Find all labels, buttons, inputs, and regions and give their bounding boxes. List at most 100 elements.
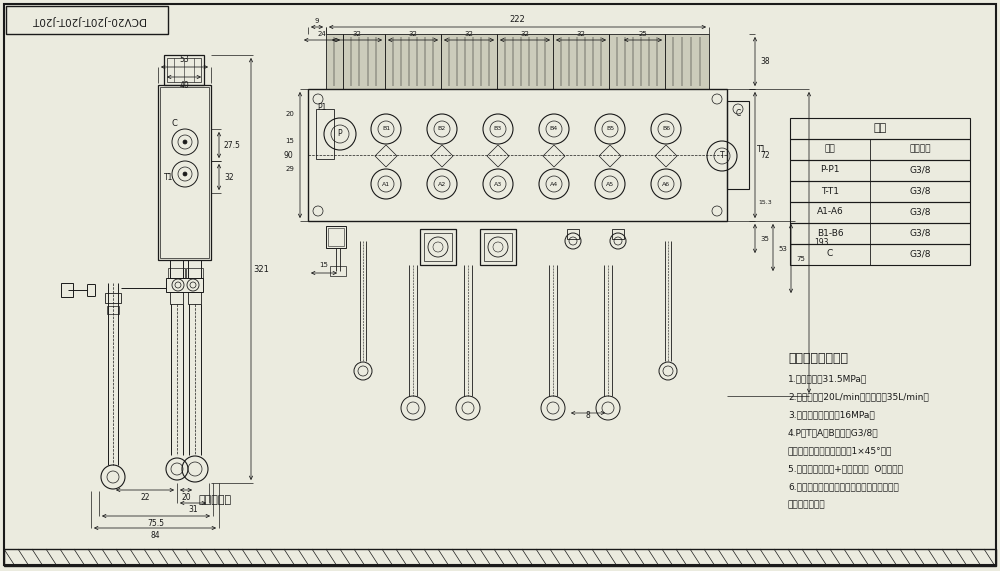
Text: P: P xyxy=(338,130,342,139)
Text: 液压原理图: 液压原理图 xyxy=(198,495,232,505)
Text: 321: 321 xyxy=(253,264,269,274)
Text: 20: 20 xyxy=(181,493,191,502)
Text: C: C xyxy=(171,119,177,127)
Text: B6: B6 xyxy=(662,127,670,131)
Text: C: C xyxy=(827,250,833,259)
Text: 75.5: 75.5 xyxy=(148,518,164,528)
Text: 阀体: 阀体 xyxy=(873,123,887,133)
Text: 32: 32 xyxy=(409,31,417,37)
Text: 技术要求及参数：: 技术要求及参数： xyxy=(788,352,848,365)
Text: G3/8: G3/8 xyxy=(909,250,931,259)
Bar xyxy=(164,55,204,85)
Text: 22: 22 xyxy=(140,493,150,502)
Text: 6.阀体表面磷化处理，安全阀及螺堵镀锌，支: 6.阀体表面磷化处理，安全阀及螺堵镀锌，支 xyxy=(788,482,899,491)
Text: 90: 90 xyxy=(283,151,293,159)
Text: 32: 32 xyxy=(521,31,529,37)
Bar xyxy=(790,181,970,202)
Text: B1: B1 xyxy=(382,127,390,131)
Text: 40: 40 xyxy=(179,81,189,90)
Text: 25: 25 xyxy=(639,31,647,37)
Bar xyxy=(790,139,970,160)
Bar xyxy=(424,233,452,261)
Text: G3/8: G3/8 xyxy=(909,187,931,195)
Bar xyxy=(385,34,441,89)
Text: G3/8: G3/8 xyxy=(909,166,931,175)
Text: 31: 31 xyxy=(188,505,198,514)
Text: 20: 20 xyxy=(286,111,294,117)
Text: B3: B3 xyxy=(494,127,502,131)
Bar xyxy=(612,229,624,239)
Text: 3.安装阀调定压力：16MPa；: 3.安装阀调定压力：16MPa； xyxy=(788,410,875,419)
Text: A2: A2 xyxy=(438,182,446,187)
Bar xyxy=(316,109,334,159)
Text: 72: 72 xyxy=(760,151,770,159)
Bar xyxy=(61,283,73,297)
Text: C: C xyxy=(735,108,741,118)
Text: G3/8: G3/8 xyxy=(909,228,931,238)
Bar xyxy=(4,549,996,566)
Text: P-P1: P-P1 xyxy=(820,166,840,175)
Text: G3/8: G3/8 xyxy=(909,207,931,216)
Bar xyxy=(107,306,119,314)
Text: T1: T1 xyxy=(757,146,766,155)
Text: 38: 38 xyxy=(760,57,770,66)
Text: 5.控制方式：手动+弹簧复位，  O型阀杆；: 5.控制方式：手动+弹簧复位， O型阀杆； xyxy=(788,464,903,473)
Text: 15.3: 15.3 xyxy=(758,200,772,206)
Text: T1: T1 xyxy=(164,172,173,182)
Circle shape xyxy=(183,172,187,176)
Bar xyxy=(186,268,203,278)
Bar xyxy=(790,223,970,244)
Bar xyxy=(484,233,512,261)
Text: 29: 29 xyxy=(286,166,294,172)
Bar xyxy=(553,34,609,89)
Text: 84: 84 xyxy=(150,530,160,540)
Bar xyxy=(790,118,970,139)
Text: B2: B2 xyxy=(438,127,446,131)
Bar xyxy=(188,292,201,304)
Text: 222: 222 xyxy=(510,15,525,25)
Bar xyxy=(441,34,497,89)
Text: 4.P、T、A、B口均为G3/8，: 4.P、T、A、B口均为G3/8， xyxy=(788,428,879,437)
Text: 35: 35 xyxy=(761,236,769,242)
Bar xyxy=(480,229,516,265)
Text: 53: 53 xyxy=(779,246,787,252)
Bar xyxy=(609,34,665,89)
Bar xyxy=(567,229,579,239)
Text: 8: 8 xyxy=(586,412,590,420)
Text: 32: 32 xyxy=(577,31,585,37)
Bar xyxy=(790,202,970,223)
Circle shape xyxy=(183,140,187,144)
Bar xyxy=(160,87,209,258)
Bar xyxy=(326,226,346,248)
Bar xyxy=(665,34,709,89)
Bar xyxy=(168,268,185,278)
Text: A3: A3 xyxy=(494,182,502,187)
Text: DCV20-J20T-J20T-J20T: DCV20-J20T-J20T-J20T xyxy=(31,15,145,25)
Bar xyxy=(790,244,970,265)
Bar xyxy=(343,34,385,89)
Text: 架后盖为铝本色: 架后盖为铝本色 xyxy=(788,500,826,509)
Bar xyxy=(330,266,346,276)
Text: 1.额定压力：31.5MPa；: 1.额定压力：31.5MPa； xyxy=(788,374,867,383)
Text: 32: 32 xyxy=(224,172,234,182)
Text: 螺纹规格: 螺纹规格 xyxy=(909,144,931,154)
Text: 接口: 接口 xyxy=(825,144,835,154)
Text: A1: A1 xyxy=(382,182,390,187)
Text: 2.额定流量：20L/min，最大流量35L/min；: 2.额定流量：20L/min，最大流量35L/min； xyxy=(788,392,929,401)
Text: 均为平面密封，螺纹孔口倒1×45°角，: 均为平面密封，螺纹孔口倒1×45°角， xyxy=(788,446,892,455)
Text: B4: B4 xyxy=(550,127,558,131)
Text: A1-A6: A1-A6 xyxy=(817,207,843,216)
Text: 27.5: 27.5 xyxy=(224,140,240,150)
Text: 24: 24 xyxy=(318,31,326,37)
Text: A4: A4 xyxy=(550,182,558,187)
Text: 15: 15 xyxy=(286,138,294,144)
Text: B1-B6: B1-B6 xyxy=(817,228,843,238)
Text: A5: A5 xyxy=(606,182,614,187)
Text: 9: 9 xyxy=(315,18,319,24)
Text: B5: B5 xyxy=(606,127,614,131)
Bar xyxy=(420,229,456,265)
Text: A6: A6 xyxy=(662,182,670,187)
Text: 53: 53 xyxy=(180,55,189,65)
Bar xyxy=(170,260,183,278)
Bar xyxy=(308,89,727,221)
